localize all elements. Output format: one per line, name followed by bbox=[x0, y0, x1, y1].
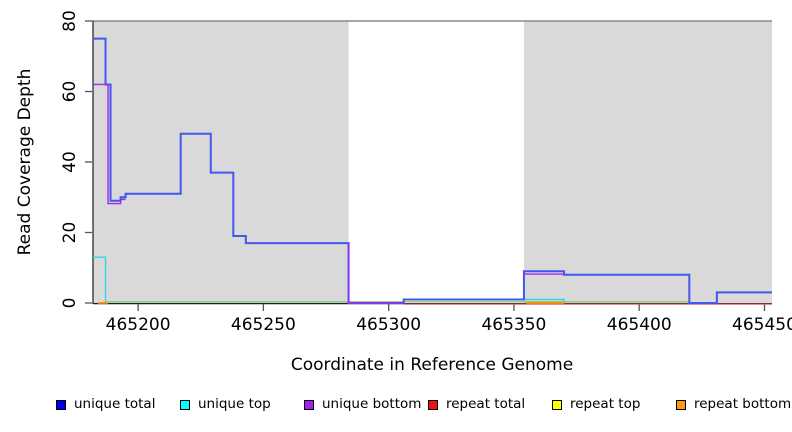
legend-item-repeat-total: repeat total bbox=[428, 396, 552, 412]
legend-label: unique bottom bbox=[322, 396, 422, 412]
legend-item-unique-bottom: unique bottom bbox=[304, 396, 428, 412]
repeat-top-swatch bbox=[552, 399, 562, 410]
legend-label: repeat top bbox=[570, 396, 641, 412]
x-tick-label: 465450 bbox=[732, 315, 792, 335]
x-tick-label: 465350 bbox=[481, 315, 546, 335]
unique-top-swatch bbox=[180, 399, 190, 410]
unique-bottom-swatch bbox=[304, 399, 314, 410]
x-tick-label: 465400 bbox=[607, 315, 672, 335]
legend-label: unique total bbox=[74, 396, 156, 412]
chart-legend: unique total unique top unique bottom repea… bbox=[56, 396, 792, 412]
series-unique-top bbox=[93, 256, 107, 303]
legend-item-unique-top: unique top bbox=[180, 396, 304, 412]
repeat-total-swatch bbox=[428, 399, 438, 410]
legend-item-repeat-top: repeat top bbox=[552, 396, 676, 412]
legend-label: repeat bottom bbox=[694, 396, 792, 412]
legend-item-unique-total: unique total bbox=[56, 396, 180, 412]
series-unique-top bbox=[523, 298, 565, 303]
x-axis-label: Coordinate in Reference Genome bbox=[291, 355, 573, 375]
plot-svg: 465200 465250 465300 465350 465400 465450 0 20 4… bbox=[15, 10, 792, 375]
x-tick-label: 465200 bbox=[106, 315, 171, 335]
y-tick-label: 0 bbox=[60, 298, 80, 309]
repeat-bottom-swatch bbox=[676, 399, 686, 410]
shaded-region-right bbox=[523, 21, 772, 303]
series-unique-total bbox=[93, 37, 772, 304]
y-axis-label: Read Coverage Depth bbox=[15, 69, 35, 256]
unique-total-swatch bbox=[56, 399, 66, 410]
legend-item-repeat-bottom: repeat bottom bbox=[676, 396, 792, 412]
x-tick-label: 465300 bbox=[356, 315, 421, 335]
shaded-region-left bbox=[93, 21, 349, 303]
y-tick-label: 80 bbox=[60, 10, 80, 32]
y-tick-label: 40 bbox=[60, 151, 80, 173]
x-tick-label: 465250 bbox=[231, 315, 296, 335]
y-tick-label: 60 bbox=[60, 81, 80, 103]
legend-label: unique top bbox=[198, 396, 271, 412]
series-unique-bottom bbox=[347, 243, 404, 304]
legend-label: repeat total bbox=[446, 396, 526, 412]
series-unique-bottom bbox=[93, 83, 126, 205]
y-tick-label: 20 bbox=[60, 222, 80, 244]
